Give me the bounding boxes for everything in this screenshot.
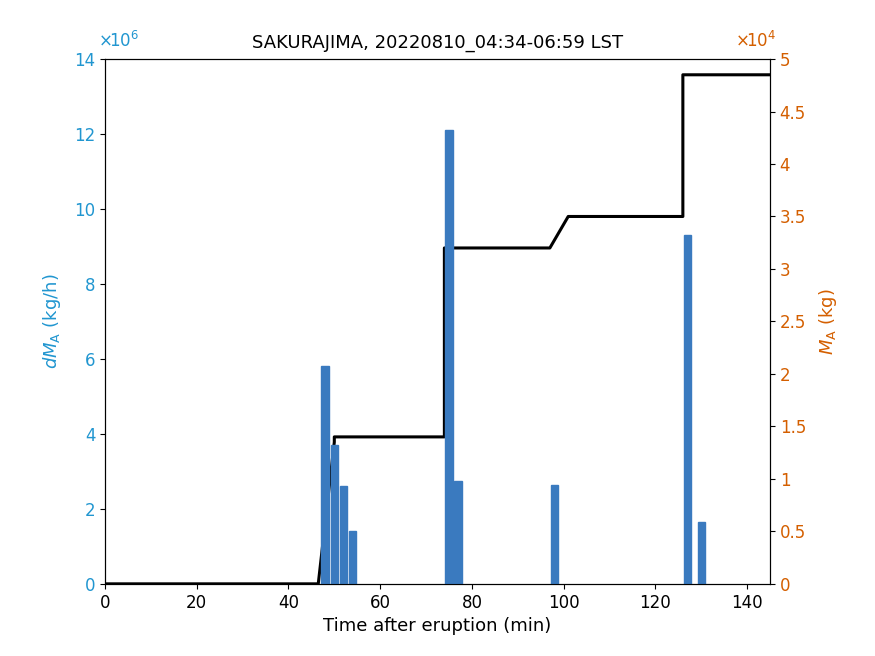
Bar (550, 485, 558, 584)
Bar (683, 236, 691, 584)
Y-axis label: $dM_{\rm A}$ (kg/h): $dM_{\rm A}$ (kg/h) (41, 274, 63, 369)
Y-axis label: $M_{\rm A}$ (kg): $M_{\rm A}$ (kg) (817, 288, 839, 355)
X-axis label: Time after eruption (min): Time after eruption (min) (324, 617, 551, 635)
Bar (445, 131, 452, 584)
Bar (697, 522, 705, 584)
Bar (349, 531, 356, 584)
Bar (340, 486, 347, 584)
Bar (331, 445, 338, 584)
Bar (454, 481, 462, 584)
Text: $\times\!10^{6}$: $\times\!10^{6}$ (98, 31, 139, 51)
Text: $\times\!10^{4}$: $\times\!10^{4}$ (735, 31, 777, 51)
Title: SAKURAJIMA, 20220810_04:34-06:59 LST: SAKURAJIMA, 20220810_04:34-06:59 LST (252, 34, 623, 52)
Bar (321, 367, 329, 584)
